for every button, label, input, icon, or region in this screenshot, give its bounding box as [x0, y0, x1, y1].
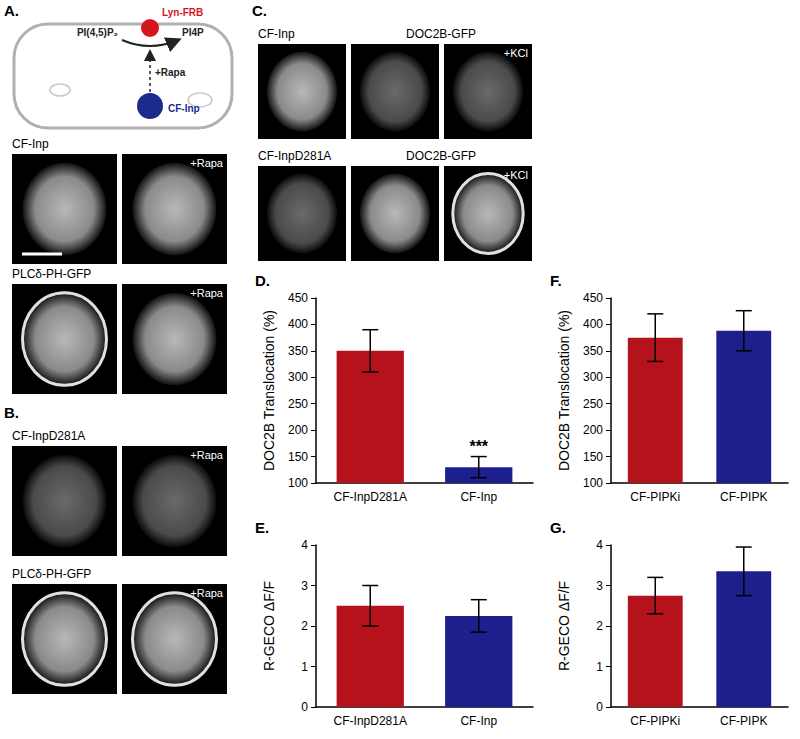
svg-text:3: 3	[301, 579, 308, 593]
svg-text:200: 200	[583, 423, 603, 437]
svg-text:250: 250	[583, 397, 603, 411]
svg-text:CF-InpD281A: CF-InpD281A	[334, 490, 407, 504]
svg-text:CF-PIPKi: CF-PIPKi	[630, 714, 680, 728]
svg-text:PI4P: PI4P	[182, 27, 204, 38]
svg-text:3: 3	[596, 579, 603, 593]
svg-text:4: 4	[596, 538, 603, 552]
svg-text:100: 100	[583, 476, 603, 490]
svg-text:CF-Inp: CF-Inp	[460, 490, 497, 504]
svg-text:F.: F.	[550, 272, 562, 289]
svg-text:D.: D.	[255, 272, 270, 289]
svg-text:Lyn-FRB: Lyn-FRB	[162, 7, 203, 18]
svg-text:C.: C.	[252, 2, 267, 19]
svg-text:450: 450	[583, 291, 603, 305]
svg-text:200: 200	[288, 423, 308, 437]
svg-text:E.: E.	[255, 519, 269, 536]
svg-text:CF-PIPK: CF-PIPK	[720, 490, 767, 504]
svg-text:DOC2B Translocation (%): DOC2B Translocation (%)	[556, 310, 572, 471]
svg-text:DOC2B-GFP: DOC2B-GFP	[406, 27, 476, 41]
svg-text:+Rapa: +Rapa	[190, 449, 224, 461]
svg-text:R-GECO ΔF/F: R-GECO ΔF/F	[556, 581, 572, 671]
svg-text:A.: A.	[4, 2, 19, 19]
svg-text:+Rapa: +Rapa	[155, 67, 186, 78]
svg-text:150: 150	[288, 450, 308, 464]
svg-text:+KCl: +KCl	[504, 169, 528, 181]
svg-text:2: 2	[301, 619, 308, 633]
svg-text:300: 300	[288, 370, 308, 384]
svg-text:1: 1	[596, 660, 603, 674]
svg-text:400: 400	[583, 317, 603, 331]
svg-text:CF-Inp: CF-Inp	[168, 103, 200, 114]
svg-text:450: 450	[288, 291, 308, 305]
svg-text:PLCδ-PH-GFP: PLCδ-PH-GFP	[12, 567, 91, 581]
svg-text:1: 1	[301, 660, 308, 674]
svg-text:DOC2B-GFP: DOC2B-GFP	[406, 149, 476, 163]
svg-text:CF-Inp: CF-Inp	[12, 137, 49, 151]
svg-text:0: 0	[596, 700, 603, 714]
svg-text:B.: B.	[4, 404, 19, 421]
svg-text:***: ***	[469, 438, 488, 455]
svg-text:250: 250	[288, 397, 308, 411]
svg-text:PI(4,5)P₂: PI(4,5)P₂	[77, 27, 118, 38]
svg-text:CF-InpD281A: CF-InpD281A	[258, 149, 331, 163]
svg-text:100: 100	[288, 476, 308, 490]
svg-text:+KCl: +KCl	[504, 47, 528, 59]
svg-text:CF-PIPKi: CF-PIPKi	[630, 490, 680, 504]
svg-text:CF-InpD281A: CF-InpD281A	[334, 714, 407, 728]
svg-text:CF-Inp: CF-Inp	[460, 714, 497, 728]
svg-text:DOC2B Translocation (%): DOC2B Translocation (%)	[261, 310, 277, 471]
svg-text:CF-Inp: CF-Inp	[258, 27, 295, 41]
svg-text:+Rapa: +Rapa	[190, 157, 224, 169]
svg-text:2: 2	[596, 619, 603, 633]
svg-text:CF-InpD281A: CF-InpD281A	[12, 429, 85, 443]
svg-text:PLCδ-PH-GFP: PLCδ-PH-GFP	[12, 267, 91, 281]
svg-text:4: 4	[301, 538, 308, 552]
svg-text:+Rapa: +Rapa	[190, 287, 224, 299]
svg-text:150: 150	[583, 450, 603, 464]
svg-text:400: 400	[288, 317, 308, 331]
svg-text:0: 0	[301, 700, 308, 714]
svg-text:350: 350	[288, 344, 308, 358]
svg-text:G.: G.	[550, 519, 566, 536]
svg-text:CF-PIPK: CF-PIPK	[720, 714, 767, 728]
svg-text:300: 300	[583, 370, 603, 384]
svg-text:350: 350	[583, 344, 603, 358]
svg-text:R-GECO ΔF/F: R-GECO ΔF/F	[261, 581, 277, 671]
svg-text:+Rapa: +Rapa	[190, 587, 224, 599]
